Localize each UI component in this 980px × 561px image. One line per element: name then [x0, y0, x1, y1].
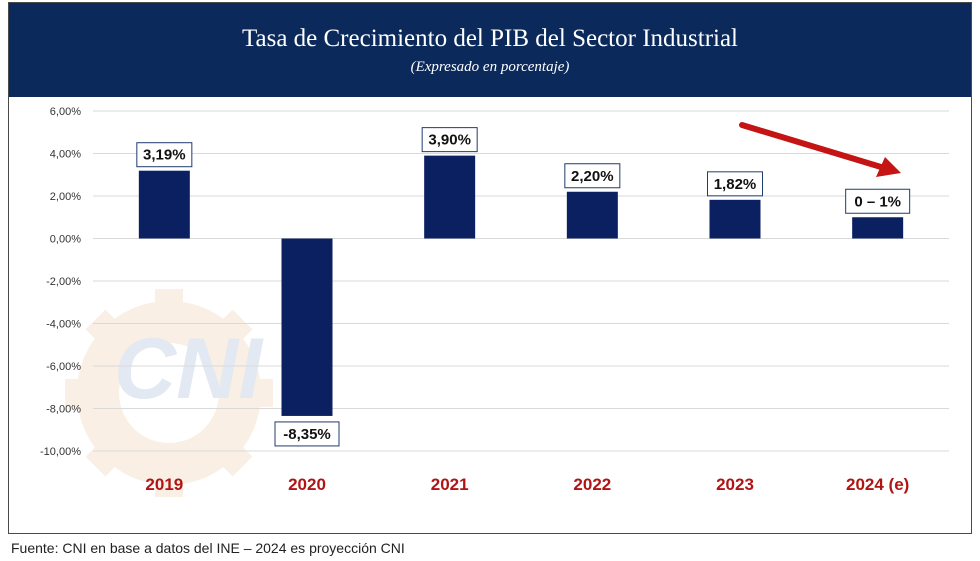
chart-header: Tasa de Crecimiento del PIB del Sector I…: [9, 3, 971, 97]
grid-lines: [93, 110, 949, 452]
bar-2024-e-: [852, 217, 904, 239]
data-label: -8,35%: [283, 426, 331, 443]
watermark-logo: CNI: [65, 289, 273, 497]
data-label-box: [136, 142, 193, 168]
y-tick-label: -2,00%: [46, 276, 81, 288]
y-tick-label: 2,00%: [50, 191, 81, 203]
y-tick-label: -4,00%: [46, 319, 81, 331]
y-tick-label: -10,00%: [40, 446, 81, 458]
data-label-box: [707, 171, 763, 197]
data-label-box: [421, 127, 478, 153]
data-label: 2,20%: [571, 168, 614, 185]
chart-subtitle: (Expresado en porcentaje): [410, 59, 570, 75]
data-label: 3,19%: [143, 147, 186, 164]
x-tick-label: 2020: [288, 475, 326, 494]
x-tick-label: 2023: [716, 475, 754, 494]
y-tick-label: -8,00%: [46, 404, 81, 416]
y-axis: 6,00% 4,00% 2,00% 0,00% -2,00% -4,00% -6,00% -8…: [40, 106, 81, 458]
x-axis: 2019 2020 2021 2022 2023 2024 (e): [145, 475, 909, 494]
y-tick-label: 0,00%: [50, 234, 81, 246]
data-label: 3,90%: [428, 132, 471, 149]
watermark-text: CNI: [114, 321, 264, 417]
chart-frame: Tasa de Crecimiento del PIB del Sector I…: [8, 2, 972, 534]
data-label-box: [564, 163, 621, 189]
x-tick-label: 2019: [145, 475, 183, 494]
x-tick-label: 2024 (e): [846, 475, 909, 494]
gear-icon: [65, 289, 273, 497]
data-label: 1,82%: [714, 176, 757, 193]
y-tick-label: 4,00%: [50, 149, 81, 161]
bar-2021: [424, 155, 476, 239]
chart-title: Tasa de Crecimiento del PIB del Sector I…: [241, 25, 739, 52]
bar-2023: [709, 199, 761, 239]
data-label: 0 – 1%: [854, 193, 901, 210]
bar-2022: [566, 191, 618, 239]
trend-arrow: [739, 122, 901, 177]
data-label-box: [845, 188, 911, 214]
data-label-box: [274, 421, 340, 447]
y-tick-label: 6,00%: [50, 106, 81, 118]
x-tick-label: 2021: [431, 475, 469, 494]
bars: [138, 155, 904, 416]
y-tick-label: -6,00%: [46, 361, 81, 373]
bar-2020: [281, 238, 333, 416]
data-labels: 3,19% -8,35% 3,90% 2,20% 1,82% 0 – 1%: [136, 127, 911, 447]
bar-chart: CNI 6,00% 4,00% 2,00% 0,00% -2,00% -4,00% -6,0…: [40, 106, 949, 497]
x-tick-label: 2022: [573, 475, 611, 494]
source-note: Fuente: CNI en base a datos del INE – 20…: [11, 540, 405, 556]
bar-2019: [138, 170, 190, 239]
